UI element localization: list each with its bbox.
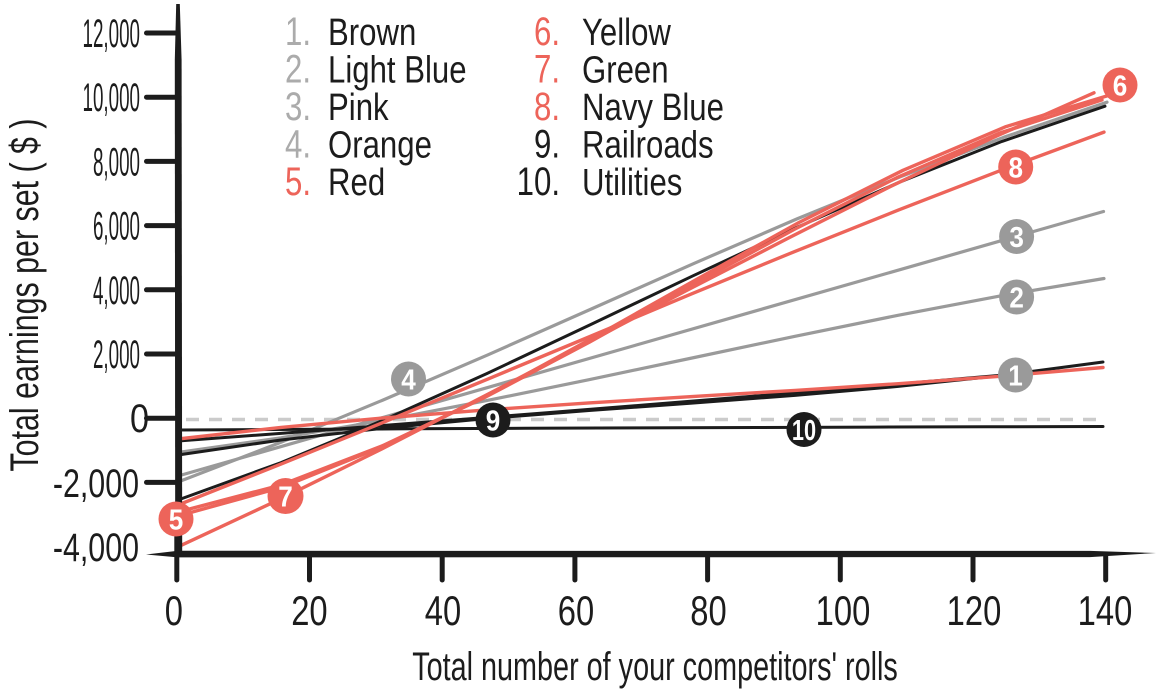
svg-text:-4,000: -4,000 [53, 525, 139, 570]
svg-text:7.: 7. [534, 47, 560, 92]
svg-text:5.: 5. [285, 159, 311, 204]
svg-text:8: 8 [1008, 151, 1023, 184]
svg-text:4.: 4. [285, 122, 311, 167]
svg-text:Yellow: Yellow [582, 12, 672, 54]
svg-text:-2,000: -2,000 [53, 461, 139, 506]
svg-text:9: 9 [486, 404, 501, 437]
svg-text:40: 40 [425, 587, 461, 634]
svg-text:Railroads: Railroads [582, 125, 714, 167]
svg-text:1: 1 [1008, 359, 1023, 392]
svg-text:3.: 3. [285, 84, 311, 129]
svg-text:3: 3 [1009, 221, 1024, 254]
svg-text:2.: 2. [285, 47, 311, 92]
svg-text:Brown: Brown [328, 12, 416, 54]
svg-text:140: 140 [1078, 587, 1133, 634]
svg-text:8.: 8. [534, 84, 560, 129]
svg-text:9.: 9. [534, 122, 560, 167]
svg-text:10,000: 10,000 [82, 75, 140, 120]
svg-text:Light Blue: Light Blue [328, 50, 467, 92]
svg-text:8,000: 8,000 [93, 140, 140, 185]
svg-text:100: 100 [816, 587, 871, 634]
svg-text:6.: 6. [534, 9, 560, 54]
svg-text:Total earnings per set ( $ ): Total earnings per set ( $ ) [2, 118, 47, 471]
svg-text:5: 5 [169, 503, 184, 536]
svg-text:Green: Green [582, 50, 669, 92]
svg-text:Pink: Pink [328, 87, 389, 129]
svg-text:Navy Blue: Navy Blue [582, 87, 724, 129]
svg-text:2,000: 2,000 [93, 332, 140, 377]
svg-text:0: 0 [165, 587, 183, 634]
svg-text:10: 10 [792, 415, 816, 447]
svg-text:20: 20 [291, 587, 327, 634]
svg-text:7: 7 [278, 480, 293, 513]
svg-text:Red: Red [328, 162, 385, 204]
svg-text:4: 4 [401, 363, 416, 396]
svg-text:12,000: 12,000 [82, 11, 140, 56]
svg-text:120: 120 [947, 587, 1002, 634]
svg-text:Orange: Orange [328, 125, 432, 167]
svg-text:80: 80 [690, 587, 726, 634]
svg-text:Total number of your competito: Total number of your competitors' rolls [412, 644, 898, 689]
svg-text:Utilities: Utilities [582, 162, 682, 204]
svg-text:6,000: 6,000 [93, 204, 140, 249]
svg-text:60: 60 [558, 587, 594, 634]
svg-text:2: 2 [1009, 281, 1024, 314]
svg-text:10.: 10. [517, 159, 560, 204]
svg-text:4,000: 4,000 [93, 268, 140, 313]
svg-text:0: 0 [130, 396, 149, 441]
svg-text:6: 6 [1113, 69, 1128, 102]
svg-text:1.: 1. [285, 9, 311, 54]
